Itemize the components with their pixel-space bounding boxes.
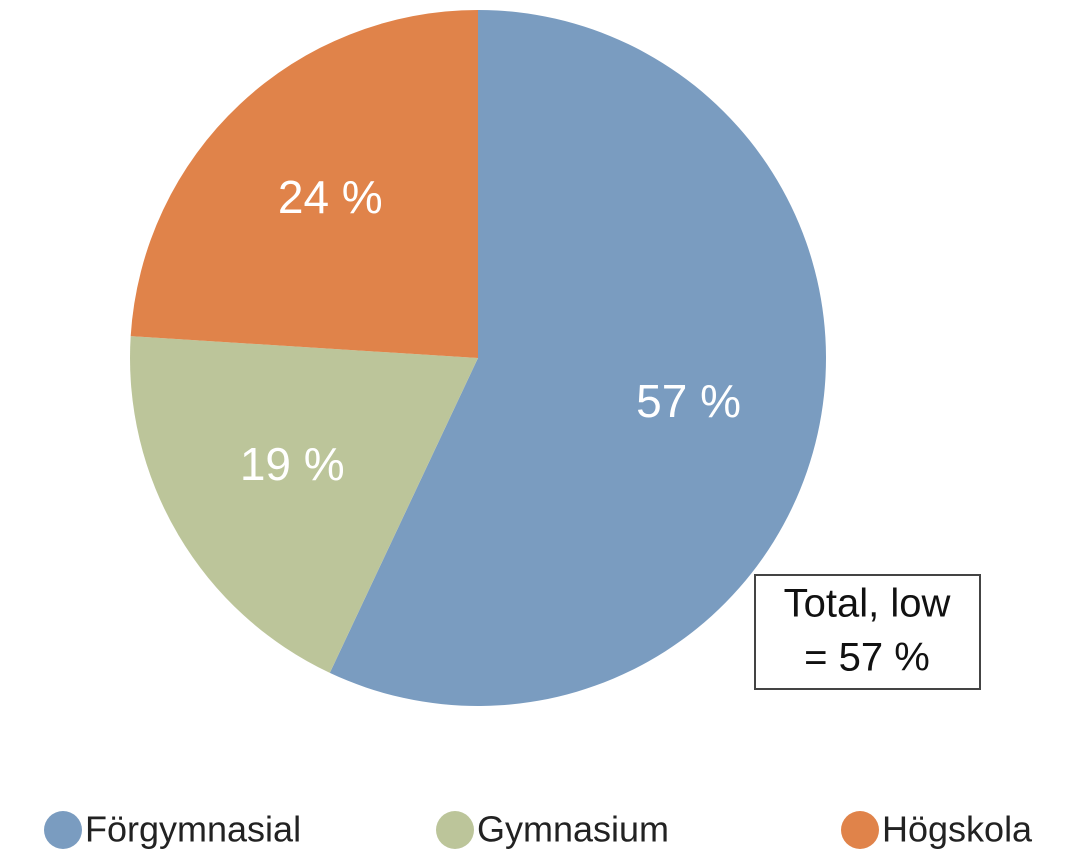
legend-marker: [841, 811, 879, 849]
legend-marker: [44, 811, 82, 849]
value-label: 19 %: [240, 438, 345, 490]
legend-label: Högskola: [882, 809, 1033, 850]
pie-slice: [130, 336, 478, 673]
annotation-box: [754, 574, 981, 690]
pie-slice: [329, 10, 826, 707]
legend-marker: [436, 811, 474, 849]
value-label: 24 %: [278, 171, 383, 223]
annotation-line: Total, low: [784, 582, 951, 626]
value-label: 57 %: [636, 375, 741, 427]
legend-label: Gymnasium: [477, 809, 669, 850]
annotation-line: = 57 %: [804, 636, 930, 680]
legend-label: Förgymnasial: [85, 809, 301, 850]
pie-slice: [130, 10, 478, 358]
